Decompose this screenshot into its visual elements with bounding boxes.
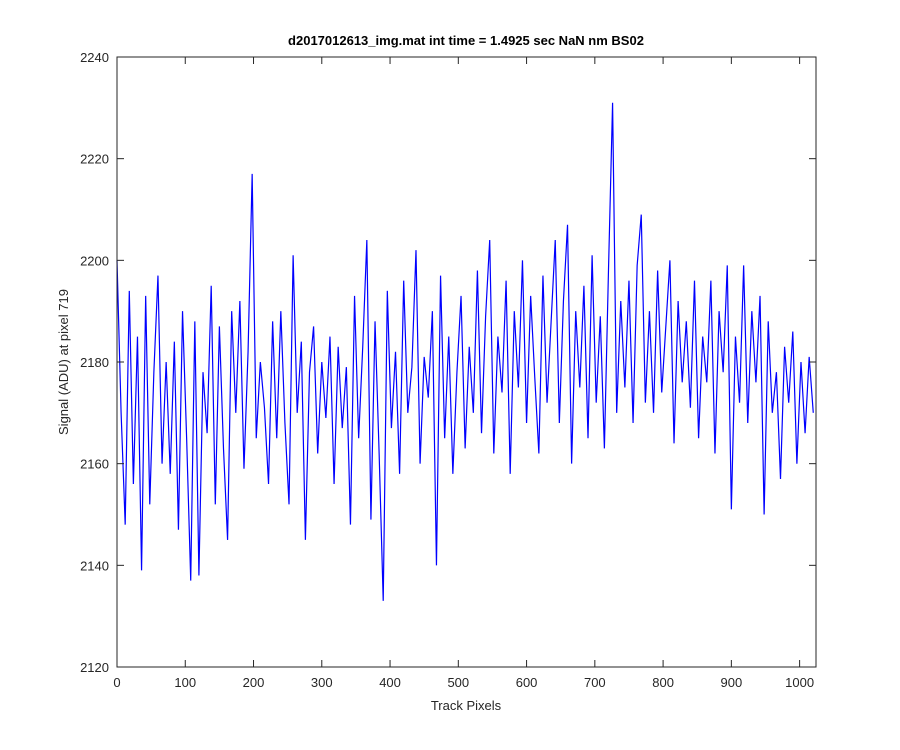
x-tick-label: 700 [584,675,606,690]
data-line [116,102,814,601]
chart-title: d2017012613_img.mat int time = 1.4925 se… [288,33,644,48]
x-tick-label: 300 [311,675,333,690]
y-tick-label: 2180 [80,355,109,370]
x-tick-label: 200 [243,675,265,690]
y-tick-label: 2140 [80,558,109,573]
x-tick-label: 500 [447,675,469,690]
x-tick-label: 900 [721,675,743,690]
x-tick-label: 400 [379,675,401,690]
x-tick-label: 1000 [785,675,814,690]
x-tick-label: 600 [516,675,538,690]
x-tick-label: 100 [174,675,196,690]
y-tick-label: 2200 [80,253,109,268]
x-axis-label: Track Pixels [431,698,502,713]
y-tick-label: 2220 [80,152,109,167]
y-tick-label: 2160 [80,457,109,472]
x-tick-label: 0 [113,675,120,690]
x-tick-label: 800 [652,675,674,690]
y-axis-label: Signal (ADU) at pixel 719 [56,289,71,435]
y-tick-label: 2240 [80,50,109,65]
plot-box [116,56,817,668]
y-tick-label: 2120 [80,660,109,675]
